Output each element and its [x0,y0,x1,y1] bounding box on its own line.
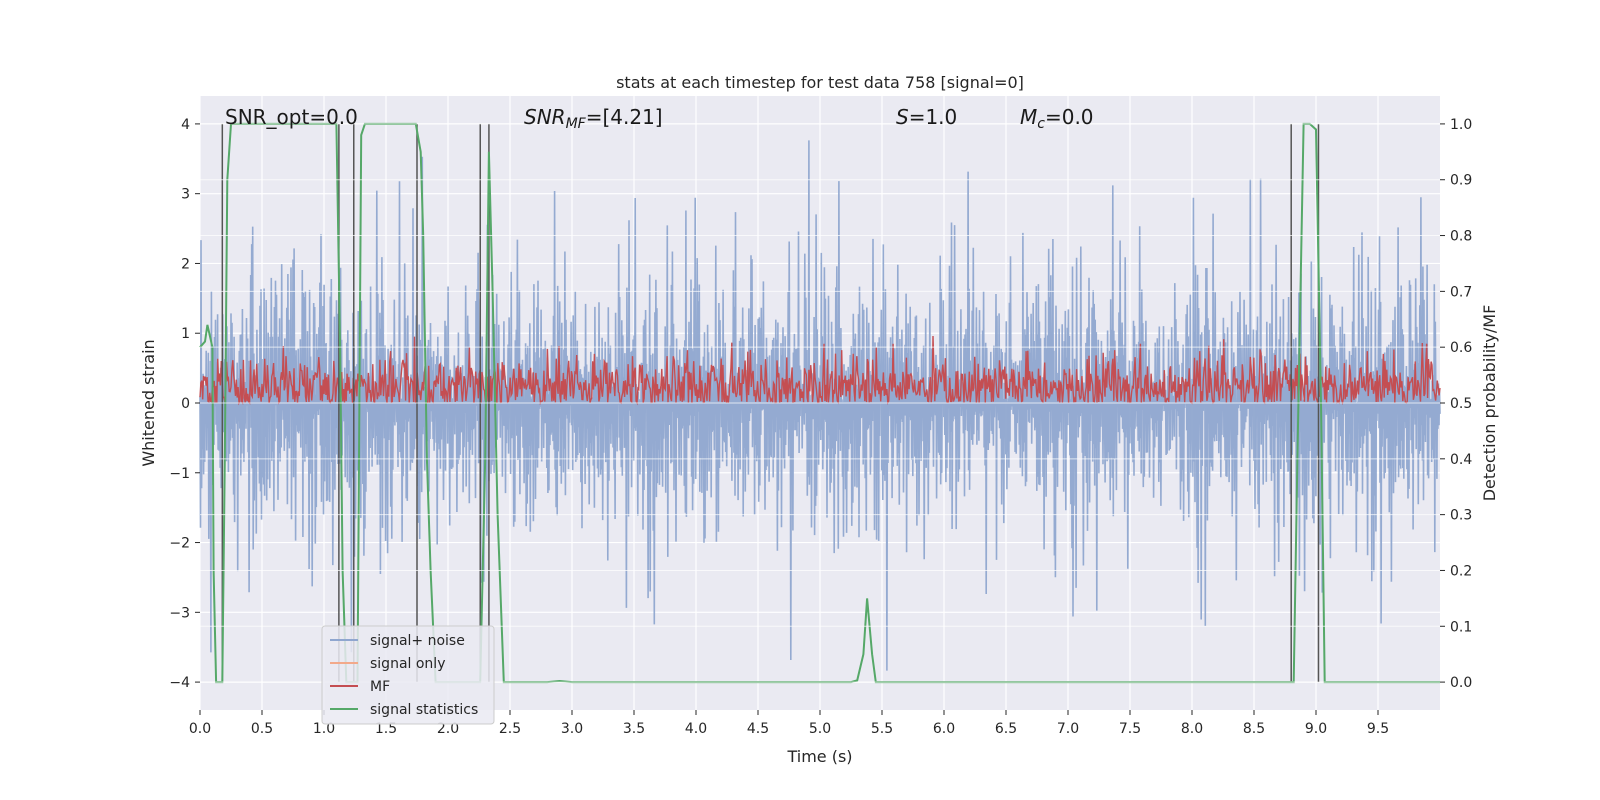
y2-tick-label: 0.9 [1450,173,1472,189]
y-tick-label: 0 [181,396,190,412]
y2-tick-label: 0.5 [1450,396,1472,412]
x-tick-label: 3.5 [623,721,645,737]
y-tick-label: 3 [181,187,190,203]
y-tick-label: −3 [169,605,190,621]
y2-tick-label: 0.6 [1450,340,1472,356]
annotation-mc: Mc=0.0 [1020,105,1094,132]
y2-tick-label: 0.0 [1450,675,1472,691]
series-mf [199,335,1441,406]
y2-tick-label: 0.7 [1450,284,1472,300]
series-line-mf [199,335,1441,406]
y2-axis-label: Detection probability/MF [1480,305,1499,502]
x-tick-label: 3.0 [561,721,583,737]
y2-tick-label: 0.1 [1450,619,1472,635]
right-axis-gridlines [200,123,1440,683]
x-axis-ticks: 0.0 0.5 1.0 1.5 2.0 2.5 3.0 3.5 4.0 4.5 5.0 5.5 6.0 6… [189,710,1389,737]
annotation-mc-main: M [1020,105,1037,129]
y2-tick-label: 1.0 [1450,117,1472,133]
x-tick-label: 7.5 [1119,721,1141,737]
legend-label-signal-noise: signal+ noise [370,633,465,649]
x-tick-label: 0.5 [251,721,273,737]
x-tick-label: 4.5 [747,721,769,737]
annotation-snr-mf: SNRMF=[4.21] [524,105,663,132]
annotation-snr-mf-value: =[4.21] [586,105,663,129]
annotation-snr-mf-main: SNR [524,105,566,129]
annotation-s: S=1.0 [896,105,957,129]
y-axis-label: Whitened strain [139,339,158,466]
x-tick-label: 9.5 [1367,721,1389,737]
annotation-mc-sub: c [1037,116,1045,132]
y-tick-label: −4 [169,675,190,691]
x-tick-label: 6.0 [933,721,955,737]
legend-label-signal-statistics: signal statistics [370,702,478,718]
y2-tick-label: 0.4 [1450,452,1472,468]
y-tick-label: 2 [181,256,190,272]
annotation-mc-value: =0.0 [1045,105,1094,129]
x-tick-label: 1.5 [375,721,397,737]
x-tick-label: 6.5 [995,721,1017,737]
annotation-s-main: S [896,105,909,129]
x-tick-label: 8.5 [1243,721,1265,737]
x-axis-label: Time (s) [786,747,852,766]
y-tick-label: −2 [169,536,190,552]
legend-box [321,625,495,725]
legend-label-signal-only: signal only [370,656,445,672]
y2-tick-label: 0.2 [1450,563,1472,579]
legend-label-mf: MF [370,679,390,695]
y-tick-label: 1 [181,326,190,342]
x-tick-label: 4.0 [685,721,707,737]
y2-axis-ticks: 0.0 0.1 0.2 0.3 0.4 0.5 0.6 0.7 0.8 0.9 1.0 [1440,117,1472,691]
y2-tick-label: 0.8 [1450,229,1472,245]
annotation-snr-mf-sub: MF [566,116,587,132]
x-tick-label: 8.0 [1181,721,1203,737]
x-tick-label: 7.0 [1057,721,1079,737]
x-tick-label: 0.0 [189,721,211,737]
legend: signal+ noise signal only MF signal stat… [321,625,495,725]
x-tick-label: 5.5 [871,721,893,737]
y-axis-ticks: −4 −3 −2 −1 0 1 2 3 4 [169,117,200,691]
x-tick-label: 9.0 [1305,721,1327,737]
y-tick-label: −1 [169,466,190,482]
x-tick-label: 2.0 [437,721,459,737]
y-tick-label: 4 [181,117,190,133]
x-tick-label: 2.5 [499,721,521,737]
x-tick-label: 5.0 [809,721,831,737]
chart-title: stats at each timestep for test data 758… [616,73,1024,92]
y2-tick-label: 0.3 [1450,508,1472,524]
annotation-snr-opt: SNR_opt=0.0 [225,105,358,129]
annotation-s-value: =1.0 [909,105,958,129]
x-tick-label: 1.0 [313,721,335,737]
